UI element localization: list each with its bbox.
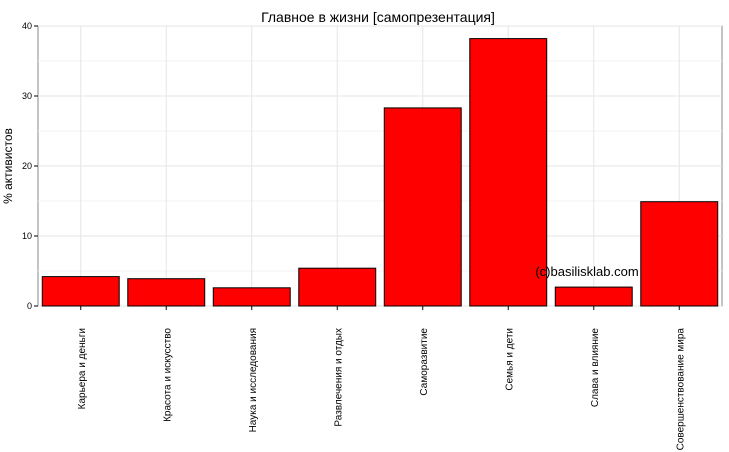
grid [38,25,722,307]
y-tick-label: 40 [22,21,32,31]
chart-title: Главное в жизни [самопрезентация] [261,9,495,25]
y-axis-ticks: 0 10 20 30 40 [22,21,38,311]
x-tick-label: Слава и влияние [590,328,601,408]
bar [640,201,719,307]
bar [127,278,206,307]
x-tick-label: Совершенствование мира [675,328,686,451]
y-tick-label: 0 [27,301,32,311]
bars [41,38,719,307]
bar [554,286,633,307]
x-tick-label: Развлечения и отдых [333,328,344,427]
y-tick-label: 20 [22,161,32,171]
y-axis-label: % активистов [1,128,15,204]
bar [383,107,462,307]
watermark-annotation: (c)basilisklab.com [535,264,638,279]
x-tick-label: Наука и исследования [248,328,259,432]
x-tick-label: Саморазвитие [419,328,430,396]
y-tick-label: 30 [22,91,32,101]
bar [212,287,291,307]
y-tick-label: 10 [22,231,32,241]
bar [298,267,377,307]
x-axis-ticks: Карьера и деньги Красота и искусство Наука… [77,306,686,451]
bar [41,276,120,307]
bar [469,38,548,307]
x-tick-label: Карьера и деньги [77,328,88,409]
x-tick-label: Семья и дети [504,328,515,391]
x-tick-label: Красота и искусство [162,328,173,422]
